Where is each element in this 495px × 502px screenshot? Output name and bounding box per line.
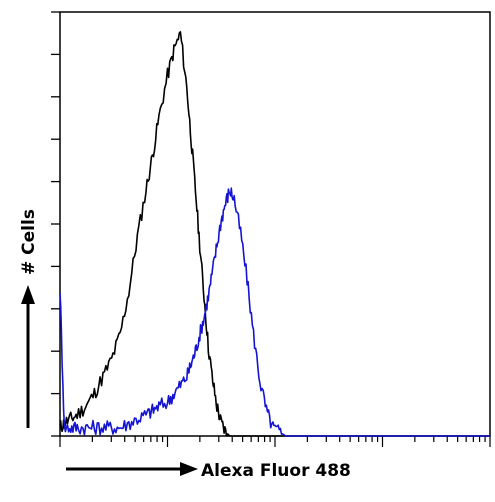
x-axis-label: Alexa Fluor 488 xyxy=(201,461,351,481)
plot-frame xyxy=(59,11,491,437)
y-axis-arrow-head xyxy=(21,285,35,304)
series-layer xyxy=(59,31,490,437)
series-line-0 xyxy=(59,31,490,437)
y-axis-label: # Cells xyxy=(19,209,39,275)
x-axis-ticks xyxy=(59,436,491,447)
y-axis-ticks xyxy=(51,11,60,437)
series-line-1 xyxy=(59,187,490,437)
x-axis-arrow-head xyxy=(180,462,198,476)
